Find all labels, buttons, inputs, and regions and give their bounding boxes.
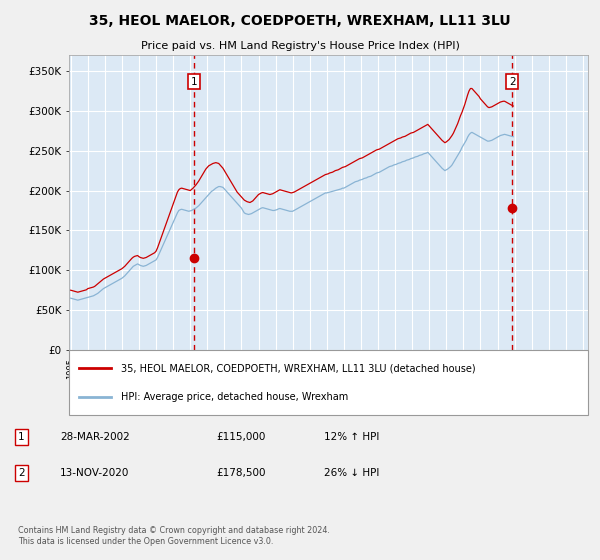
FancyBboxPatch shape [69,350,588,415]
Text: £178,500: £178,500 [216,468,265,478]
Text: 28-MAR-2002: 28-MAR-2002 [60,432,130,442]
Text: 2: 2 [509,77,515,87]
Text: Price paid vs. HM Land Registry's House Price Index (HPI): Price paid vs. HM Land Registry's House … [140,41,460,52]
Text: 13-NOV-2020: 13-NOV-2020 [60,468,130,478]
Text: 35, HEOL MAELOR, COEDPOETH, WREXHAM, LL11 3LU: 35, HEOL MAELOR, COEDPOETH, WREXHAM, LL1… [89,14,511,28]
Text: 26% ↓ HPI: 26% ↓ HPI [324,468,379,478]
Text: Contains HM Land Registry data © Crown copyright and database right 2024.
This d: Contains HM Land Registry data © Crown c… [18,526,330,545]
Text: 1: 1 [18,432,25,442]
Text: 1: 1 [191,77,197,87]
Text: 35, HEOL MAELOR, COEDPOETH, WREXHAM, LL11 3LU (detached house): 35, HEOL MAELOR, COEDPOETH, WREXHAM, LL1… [121,363,476,373]
Text: HPI: Average price, detached house, Wrexham: HPI: Average price, detached house, Wrex… [121,392,348,402]
Text: 12% ↑ HPI: 12% ↑ HPI [324,432,379,442]
Text: 2: 2 [18,468,25,478]
Text: £115,000: £115,000 [216,432,265,442]
